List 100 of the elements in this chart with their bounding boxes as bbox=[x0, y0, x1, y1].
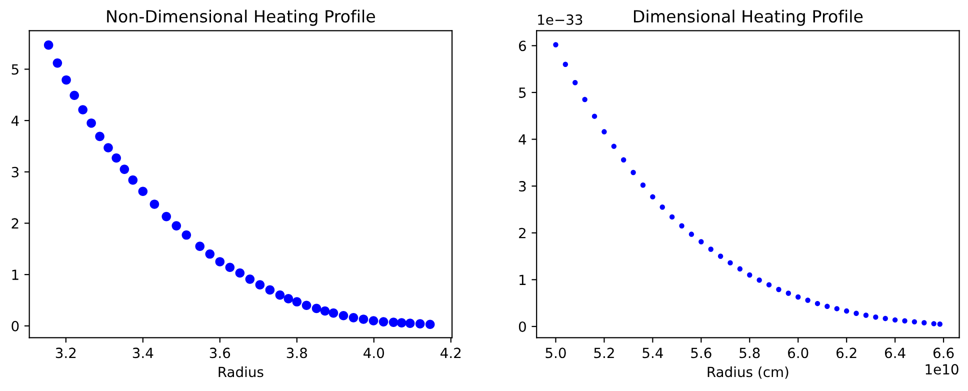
point bbox=[284, 294, 294, 304]
point bbox=[138, 186, 148, 196]
point bbox=[630, 170, 636, 176]
point bbox=[95, 132, 104, 142]
point bbox=[892, 317, 898, 323]
point bbox=[922, 320, 927, 326]
point bbox=[912, 319, 918, 324]
point bbox=[195, 242, 205, 251]
point bbox=[572, 80, 578, 86]
point bbox=[62, 75, 71, 85]
point bbox=[86, 118, 96, 128]
point bbox=[378, 317, 388, 326]
point bbox=[834, 306, 840, 312]
point bbox=[931, 321, 936, 326]
point bbox=[112, 153, 121, 163]
point bbox=[292, 297, 302, 306]
x-tick-label: 4.0 bbox=[364, 348, 384, 358]
point bbox=[52, 58, 62, 68]
x-tick-label: 3.4 bbox=[132, 348, 154, 358]
chart-title: Dimensional Heating Profile bbox=[634, 10, 863, 26]
point bbox=[368, 316, 378, 326]
point bbox=[611, 144, 616, 149]
x-tick-label: 3.8 bbox=[286, 348, 307, 358]
y-tick-label: 3 bbox=[12, 166, 18, 178]
point bbox=[396, 318, 406, 328]
point bbox=[708, 246, 714, 252]
point bbox=[669, 214, 675, 220]
x-tick-label: 6.6 bbox=[933, 348, 954, 358]
text: 1e−33 bbox=[538, 14, 582, 25]
point bbox=[338, 310, 348, 320]
point bbox=[698, 239, 704, 244]
y-tick-label: 4 bbox=[518, 134, 526, 145]
point bbox=[728, 260, 733, 266]
point bbox=[328, 308, 338, 318]
point bbox=[553, 42, 558, 48]
point bbox=[120, 164, 130, 174]
point bbox=[70, 90, 80, 100]
x-tick-label: 6.0 bbox=[788, 348, 808, 358]
point bbox=[640, 182, 646, 188]
y-tick-label: 5 bbox=[12, 64, 18, 75]
point bbox=[786, 290, 792, 296]
point bbox=[320, 306, 330, 316]
x-tick-label: 4.2 bbox=[440, 348, 461, 358]
point bbox=[688, 232, 694, 237]
point bbox=[592, 114, 598, 119]
x-tick-label: 3.2 bbox=[56, 348, 76, 358]
point bbox=[805, 298, 810, 303]
point bbox=[388, 318, 398, 327]
point bbox=[255, 280, 265, 290]
point bbox=[275, 290, 285, 300]
point bbox=[747, 272, 752, 278]
point bbox=[205, 249, 215, 259]
y-tick-label: 1 bbox=[520, 274, 526, 285]
point bbox=[844, 308, 850, 314]
y-tick-label: 3 bbox=[519, 181, 526, 192]
point bbox=[620, 157, 626, 162]
point bbox=[415, 319, 425, 329]
point bbox=[718, 254, 724, 259]
x-tick-label: 5.0 bbox=[546, 348, 566, 358]
point bbox=[128, 175, 138, 185]
x-axis-title: Radius (cm) bbox=[708, 366, 788, 379]
point bbox=[182, 230, 192, 240]
point bbox=[602, 129, 607, 134]
chart-title: Non-Dimensional Heating Profile bbox=[107, 10, 375, 26]
x-tick-label: 5.8 bbox=[740, 348, 760, 358]
point bbox=[358, 314, 368, 324]
x-tick-label: 5.6 bbox=[691, 348, 712, 358]
point bbox=[425, 320, 435, 330]
point bbox=[766, 282, 772, 288]
point bbox=[150, 200, 160, 209]
point bbox=[302, 300, 312, 310]
x-tick-label: 5.2 bbox=[594, 348, 614, 358]
point bbox=[873, 314, 878, 320]
point bbox=[854, 310, 859, 316]
point bbox=[650, 194, 656, 200]
point bbox=[863, 312, 869, 318]
point bbox=[405, 318, 415, 328]
point bbox=[235, 268, 245, 278]
point bbox=[104, 143, 113, 152]
y-tick-label: 1 bbox=[12, 270, 18, 280]
x-axis-title: Radius bbox=[218, 366, 264, 378]
point bbox=[162, 212, 172, 222]
point bbox=[679, 223, 684, 228]
point bbox=[215, 257, 225, 266]
y-tick-label: 5 bbox=[519, 88, 526, 98]
point bbox=[776, 286, 782, 292]
point bbox=[582, 96, 588, 102]
y-tick-label: 4 bbox=[11, 116, 19, 126]
y-tick-label: 2 bbox=[12, 218, 18, 228]
text: 1e10 bbox=[926, 364, 958, 375]
point bbox=[44, 40, 54, 50]
point bbox=[562, 62, 568, 67]
point bbox=[265, 285, 275, 295]
point bbox=[814, 300, 820, 306]
point bbox=[78, 105, 88, 114]
point bbox=[172, 221, 182, 230]
y-tick-label: 2 bbox=[519, 228, 526, 238]
x-tick-label: 3.6 bbox=[210, 348, 230, 358]
x-tick-label: 5.4 bbox=[642, 348, 663, 358]
point bbox=[225, 262, 235, 272]
